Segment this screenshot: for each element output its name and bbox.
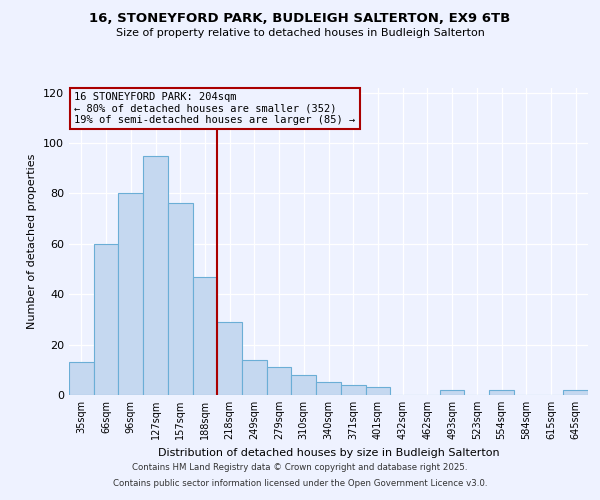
Bar <box>292 375 316 395</box>
X-axis label: Distribution of detached houses by size in Budleigh Salterton: Distribution of detached houses by size … <box>158 448 499 458</box>
Bar <box>440 390 464 395</box>
Bar <box>242 360 267 395</box>
Bar <box>193 276 217 395</box>
Text: Contains HM Land Registry data © Crown copyright and database right 2025.: Contains HM Land Registry data © Crown c… <box>132 464 468 472</box>
Bar <box>341 385 365 395</box>
Text: Contains public sector information licensed under the Open Government Licence v3: Contains public sector information licen… <box>113 478 487 488</box>
Bar <box>143 156 168 395</box>
Bar <box>69 362 94 395</box>
Bar <box>316 382 341 395</box>
Bar <box>563 390 588 395</box>
Bar <box>94 244 118 395</box>
Text: 16, STONEYFORD PARK, BUDLEIGH SALTERTON, EX9 6TB: 16, STONEYFORD PARK, BUDLEIGH SALTERTON,… <box>89 12 511 26</box>
Y-axis label: Number of detached properties: Number of detached properties <box>28 154 37 329</box>
Bar <box>267 368 292 395</box>
Bar <box>489 390 514 395</box>
Bar <box>217 322 242 395</box>
Text: 16 STONEYFORD PARK: 204sqm
← 80% of detached houses are smaller (352)
19% of sem: 16 STONEYFORD PARK: 204sqm ← 80% of deta… <box>74 92 355 126</box>
Bar <box>168 204 193 395</box>
Bar <box>365 388 390 395</box>
Text: Size of property relative to detached houses in Budleigh Salterton: Size of property relative to detached ho… <box>116 28 484 38</box>
Bar <box>118 194 143 395</box>
